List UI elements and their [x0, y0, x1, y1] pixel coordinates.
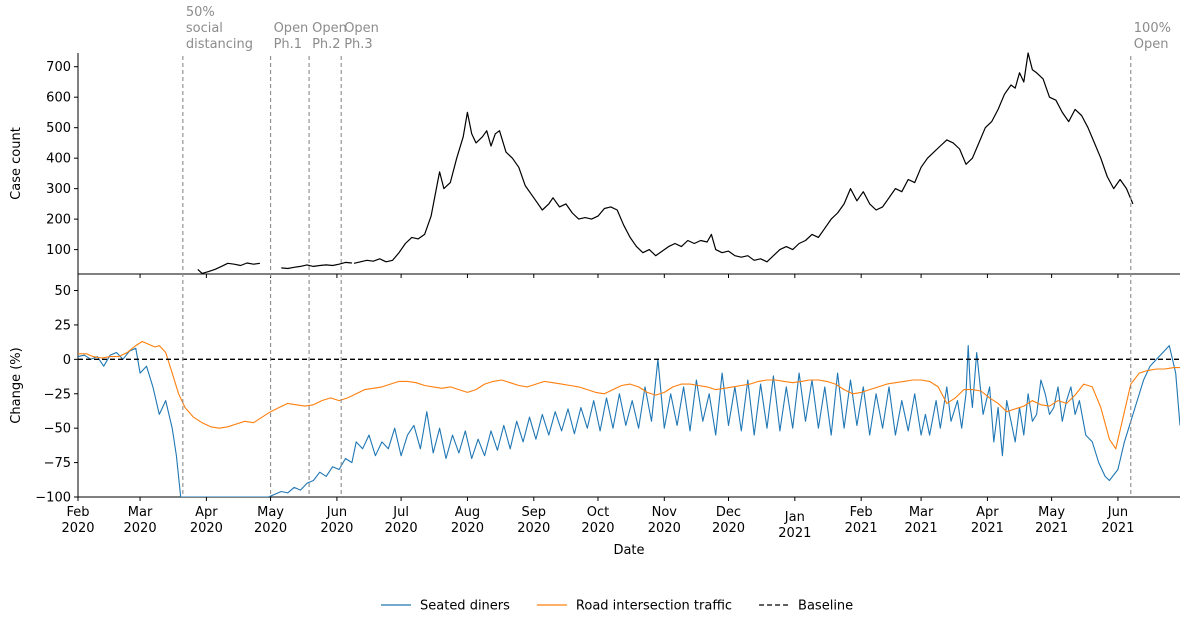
x-tick-label-year: 2020	[451, 521, 484, 536]
x-tick-label-year: 2020	[517, 521, 550, 536]
case-count-panel: 100 200 300 400 500 600 700 Case count	[9, 52, 1134, 274]
top-y-tick-label: 700	[46, 60, 71, 75]
bottom-y-tick-label: −100	[35, 491, 71, 506]
x-tick-label-month: Mar	[128, 505, 153, 520]
event-annotation-label: Open	[312, 21, 347, 36]
x-tick-label-month: Apr	[976, 505, 999, 520]
x-tick-label-year: 2020	[648, 521, 681, 536]
x-tick-label-month: Nov	[652, 505, 678, 520]
x-tick-label-year: 2021	[845, 521, 878, 536]
legend-entry-label: Seated diners	[420, 599, 510, 614]
x-tick-label-month: Jan	[784, 510, 805, 525]
legend-entry-label: Baseline	[798, 599, 853, 614]
case-count-line-segment	[197, 262, 260, 274]
bottom-y-tick-label: −25	[44, 387, 71, 402]
x-tick-label-month: Jun	[1107, 505, 1128, 520]
bottom-y-tick-label: 50	[54, 284, 71, 299]
x-tick-label-month: Sep	[522, 505, 547, 520]
top-y-tick-label: 600	[46, 91, 71, 106]
x-tick-label-month: May	[1038, 505, 1065, 520]
x-tick-label-month: Feb	[850, 505, 873, 520]
x-tick-label-month: May	[257, 505, 284, 520]
top-y-tick-label: 200	[46, 213, 71, 228]
x-tick-label-year: 2020	[385, 521, 418, 536]
event-annotations: 50%socialdistancingOpenPh.1OpenPh.2OpenP…	[182, 5, 1171, 497]
top-y-tick-label: 100	[46, 243, 71, 258]
top-y-tick-label: 400	[46, 152, 71, 167]
bottom-y-tick-label: 0	[63, 353, 71, 368]
x-tick-label-month: Feb	[66, 505, 89, 520]
event-annotation-label: Open	[344, 21, 379, 36]
x-tick-label-year: 2020	[61, 521, 94, 536]
top-y-axis-title: Case count	[9, 127, 24, 200]
x-tick-label-year: 2021	[905, 521, 938, 536]
top-y-tick-label: 300	[46, 182, 71, 197]
x-tick-label-month: Jun	[326, 505, 347, 520]
x-tick-label-year: 2021	[1101, 521, 1134, 536]
x-tick-label-month: Jul	[392, 505, 409, 520]
legend: Seated diners Road intersection traffic Ba…	[381, 599, 853, 614]
event-annotation-label: distancing	[186, 37, 253, 52]
x-tick-label-year: 2021	[971, 521, 1004, 536]
x-tick-label-month: Dec	[716, 505, 741, 520]
x-tick-label-year: 2020	[124, 521, 157, 536]
bottom-y-tick-label: −50	[44, 422, 71, 437]
x-tick-label-year: 2020	[581, 521, 614, 536]
case-count-line-segment	[353, 52, 1134, 264]
x-tick-label-year: 2021	[778, 526, 811, 541]
x-tick-label-month: Oct	[587, 505, 609, 520]
bottom-y-tick-label: 25	[54, 318, 71, 333]
event-annotation-label: Ph.1	[274, 37, 302, 52]
event-annotation-label: 100%	[1134, 21, 1171, 36]
event-annotation-label: Ph.2	[312, 37, 340, 52]
top-y-tick-label: 500	[46, 121, 71, 136]
case-count-line-segment	[281, 261, 352, 270]
bottom-y-axis-title: Change (%)	[9, 347, 24, 423]
x-tick-label-year: 2020	[712, 521, 745, 536]
road-intersection-traffic-line	[78, 340, 1180, 450]
event-annotation-label: 50%	[186, 5, 215, 20]
x-tick-label-year: 2021	[1035, 521, 1068, 536]
x-axis-title: Date	[613, 543, 644, 558]
event-annotation-label: Open	[1134, 37, 1169, 52]
x-tick-label-month: Apr	[195, 505, 218, 520]
legend-entry-label: Road intersection traffic	[576, 599, 732, 614]
x-tick-label-year: 2020	[190, 521, 223, 536]
event-annotation-label: social	[186, 21, 223, 36]
event-annotation-label: Ph.3	[344, 37, 372, 52]
event-annotation-label: Open	[274, 21, 309, 36]
x-tick-label-month: Mar	[909, 505, 934, 520]
bottom-y-tick-label: −75	[44, 456, 71, 471]
x-tick-label-year: 2020	[320, 521, 353, 536]
x-tick-label-year: 2020	[254, 521, 287, 536]
seated-diners-line	[78, 345, 1180, 497]
x-tick-label-month: Aug	[455, 505, 480, 520]
